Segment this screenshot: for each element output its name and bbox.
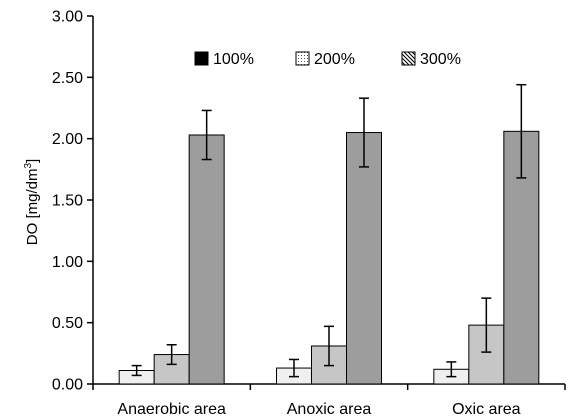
y-axis-ticks: 0.00 0.50 1.00 1.50 2.00 2.50 3.00: [52, 9, 93, 394]
y-axis-label-end: ]: [24, 159, 41, 163]
legend-swatch: [401, 51, 416, 66]
x-axis-labels: Anaerobic area Anoxic area Oxic area: [117, 401, 520, 418]
legend-label: 100%: [213, 51, 254, 68]
y-tick-label: 0.00: [52, 377, 83, 394]
y-tick-label: 2.50: [52, 70, 83, 87]
legend-label: 200%: [314, 51, 355, 68]
bar: [153, 354, 190, 385]
legend: 100% 200% 300%: [194, 51, 461, 68]
x-category-label: Anaerobic area: [117, 401, 226, 418]
error-bars: [131, 83, 527, 378]
bar: [346, 132, 382, 385]
y-tick-label: 1.50: [52, 193, 83, 210]
y-axis-label: DO [mg/dm3]: [23, 159, 41, 245]
y-tick-label: 1.00: [52, 254, 83, 271]
y-axis-label-main: DO [mg/dm: [24, 169, 41, 246]
x-category-label: Anoxic area: [287, 401, 372, 418]
legend-swatch: [194, 51, 209, 66]
bar: [188, 134, 225, 385]
y-tick-label: 0.50: [52, 315, 83, 332]
x-category-label: Oxic area: [452, 401, 521, 418]
legend-swatch: [295, 51, 310, 66]
y-tick-label: 2.00: [52, 131, 83, 148]
legend-label: 300%: [420, 51, 461, 68]
y-axis-label-superscript: 3: [23, 163, 34, 169]
y-tick-label: 3.00: [52, 9, 83, 26]
